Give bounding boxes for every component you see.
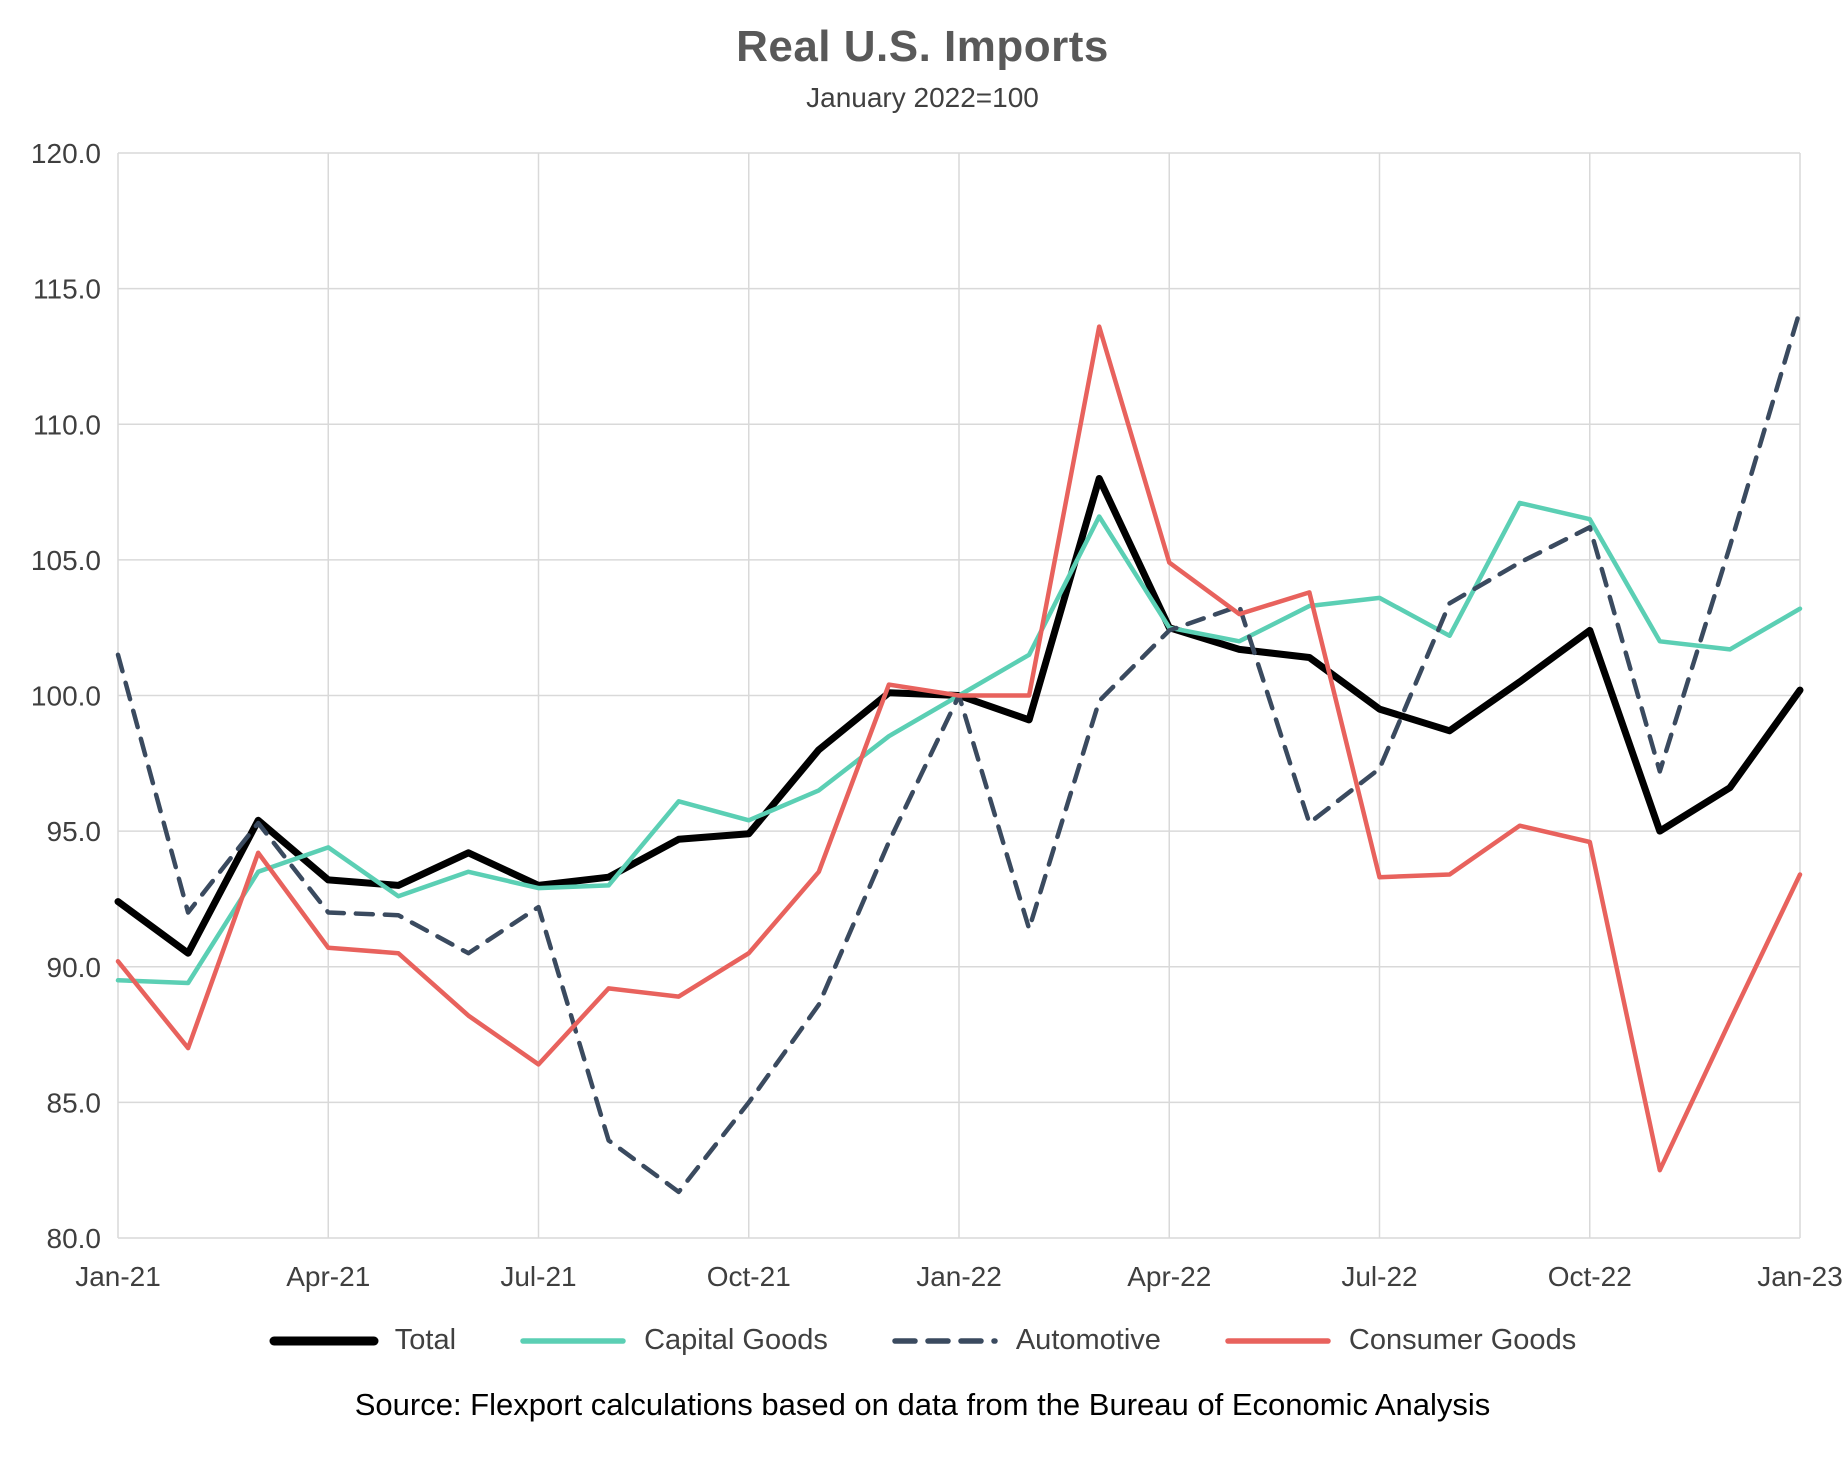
legend-label-automotive: Automotive (1015, 1324, 1161, 1356)
x-axis-tick-label: Jan-23 (1757, 1261, 1843, 1292)
x-axis-tick-label: Jul-21 (500, 1261, 576, 1292)
y-axis-tick-label: 110.0 (33, 409, 101, 440)
y-axis-tick-label: 120.0 (31, 138, 101, 169)
legend-label-consumer-goods: Consumer Goods (1348, 1324, 1577, 1356)
x-axis-tick-label: Oct-21 (707, 1261, 791, 1292)
y-axis-tick-label: 90.0 (47, 952, 102, 983)
legend-item-total: Total (269, 1324, 456, 1357)
source-note: Source: Flexport calculations based on d… (354, 1387, 1491, 1422)
y-axis-tick-label: 85.0 (47, 1087, 102, 1118)
x-axis-tick-label: Apr-21 (286, 1261, 370, 1292)
capital-goods-line-swatch (520, 1337, 626, 1344)
consumer-goods-line-swatch (1225, 1337, 1331, 1344)
total-line-swatch (269, 1336, 379, 1345)
x-axis-tick-label: Jan-21 (75, 1261, 161, 1292)
series-line-consumer-goods (115, 324, 1803, 1173)
x-axis-tick-label: Oct-22 (1548, 1261, 1632, 1292)
y-axis-tick-label: 115.0 (33, 274, 101, 305)
automotive-line-swatch (892, 1337, 998, 1344)
x-axis-tick-label: Jan-22 (916, 1261, 1002, 1292)
chart-title: Real U.S. Imports (736, 22, 1109, 71)
legend-item-consumer-goods: Consumer Goods (1223, 1324, 1576, 1357)
x-axis-tick-label: Apr-22 (1127, 1261, 1211, 1292)
legend-item-capital-goods: Capital Goods (518, 1324, 828, 1357)
y-axis-tick-label: 80.0 (47, 1223, 102, 1254)
y-axis-tick-label: 95.0 (47, 816, 102, 847)
legend-item-automotive: Automotive (890, 1324, 1161, 1357)
y-axis-tick-label: 100.0 (31, 681, 101, 712)
y-axis-tick-label: 105.0 (31, 545, 101, 576)
line-chart: 80.0 85.0 90.0 95.0 100.0 105.0 110.0 115.0 120.… (31, 138, 1843, 1292)
legend-label-capital-goods: Capital Goods (644, 1324, 828, 1356)
x-axis-tick-label: Jul-22 (1341, 1261, 1417, 1292)
chart-legend: Total Capital Goods Automotive Consumer … (0, 1324, 1845, 1357)
chart-subtitle: January 2022=100 (806, 82, 1039, 113)
legend-label-total: Total (394, 1324, 457, 1356)
